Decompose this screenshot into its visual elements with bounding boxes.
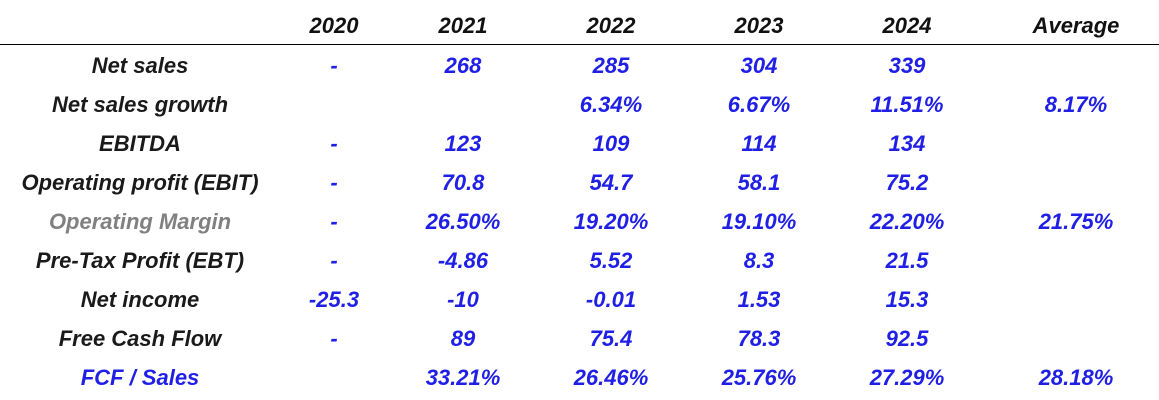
table-row: Net sales - 268 285 304 339	[0, 46, 1159, 85]
average-cell	[1006, 319, 1146, 358]
value-cell: 33.21%	[425, 365, 501, 390]
value-cell: 134	[888, 131, 926, 156]
value-cell: -	[330, 170, 338, 195]
table-row: Net sales growth 6.34% 6.67% 11.51% 8.17…	[0, 85, 1159, 124]
value-cell: -0.01	[585, 287, 637, 312]
row-label: Operating profit (EBIT)	[21, 170, 259, 195]
average-cell	[1006, 280, 1146, 319]
value-cell: 109	[592, 131, 630, 156]
value-cell: 6.34%	[579, 92, 643, 117]
value-cell: 58.1	[737, 170, 781, 195]
value-cell: 92.5	[885, 326, 929, 351]
value-cell: 11.51%	[870, 92, 944, 117]
value-cell: -25.3	[308, 287, 360, 312]
header-divider	[0, 44, 1159, 45]
table-row: Operating Margin - 26.50% 19.20% 19.10% …	[0, 202, 1159, 241]
table-row: FCF / Sales 33.21% 26.46% 25.76% 27.29% …	[0, 358, 1159, 397]
value-cell: 25.76%	[721, 365, 797, 390]
value-cell: 1.53	[737, 287, 781, 312]
value-cell: 6.67%	[727, 92, 791, 117]
row-label: Pre-Tax Profit (EBT)	[35, 248, 245, 273]
value-cell: 19.20%	[573, 209, 649, 234]
value-cell: 19.10%	[721, 209, 797, 234]
header-cell-2023: 2023	[734, 13, 784, 38]
row-label: Operating Margin	[48, 209, 232, 234]
value-cell	[413, 85, 513, 124]
header-cell-2022: 2022	[586, 13, 636, 38]
average-cell: 21.75%	[1038, 209, 1114, 234]
average-cell	[1006, 124, 1146, 163]
value-cell: -10	[447, 287, 479, 312]
value-cell: -	[330, 209, 338, 234]
value-cell: 54.7	[589, 170, 633, 195]
average-cell: 8.17%	[1044, 92, 1108, 117]
value-cell: -	[330, 53, 338, 78]
value-cell: 5.52	[589, 248, 633, 273]
value-cell: 8.3	[743, 248, 775, 273]
row-label: Free Cash Flow	[58, 326, 222, 351]
average-cell	[1006, 163, 1146, 202]
average-cell: 28.18%	[1038, 365, 1114, 390]
header-cell-2021: 2021	[438, 13, 488, 38]
value-cell: 304	[740, 53, 778, 78]
row-label: EBITDA	[99, 131, 181, 156]
value-cell: 27.29%	[869, 365, 945, 390]
value-cell: 21.5	[885, 248, 929, 273]
header-cell-average: Average	[1032, 13, 1120, 38]
average-cell	[1006, 46, 1146, 85]
value-cell: 285	[592, 53, 630, 78]
value-cell: 26.50%	[425, 209, 501, 234]
value-cell: 75.4	[589, 326, 633, 351]
value-cell: 15.3	[885, 287, 929, 312]
value-cell: 339	[888, 53, 926, 78]
row-label: Net sales growth	[51, 92, 229, 117]
value-cell: 89	[450, 326, 476, 351]
table-row: Net income -25.3 -10 -0.01 1.53 15.3	[0, 280, 1159, 319]
value-cell: 22.20%	[869, 209, 945, 234]
value-cell: -	[330, 248, 338, 273]
row-label: FCF / Sales	[80, 365, 200, 390]
value-cell: -4.86	[437, 248, 489, 273]
row-label: Net sales	[91, 53, 189, 78]
header-row: 2020 2021 2022 2023 2024 Average	[0, 6, 1159, 45]
value-cell: 268	[444, 53, 482, 78]
value-cell: 75.2	[885, 170, 929, 195]
header-cell-2024: 2024	[882, 13, 932, 38]
value-cell	[284, 85, 384, 124]
value-cell: 123	[444, 131, 482, 156]
value-cell: 70.8	[441, 170, 485, 195]
value-cell: 114	[741, 131, 777, 156]
table-row: Pre-Tax Profit (EBT) - -4.86 5.52 8.3 21…	[0, 241, 1159, 280]
table-row: EBITDA - 123 109 114 134	[0, 124, 1159, 163]
value-cell	[284, 358, 384, 397]
header-cell-2020: 2020	[309, 13, 359, 38]
value-cell: -	[330, 131, 338, 156]
value-cell: -	[330, 326, 338, 351]
table-row: Operating profit (EBIT) - 70.8 54.7 58.1…	[0, 163, 1159, 202]
table-row: Free Cash Flow - 89 75.4 78.3 92.5	[0, 319, 1159, 358]
row-label: Net income	[80, 287, 200, 312]
value-cell: 78.3	[737, 326, 781, 351]
average-cell	[1006, 241, 1146, 280]
value-cell: 26.46%	[573, 365, 649, 390]
